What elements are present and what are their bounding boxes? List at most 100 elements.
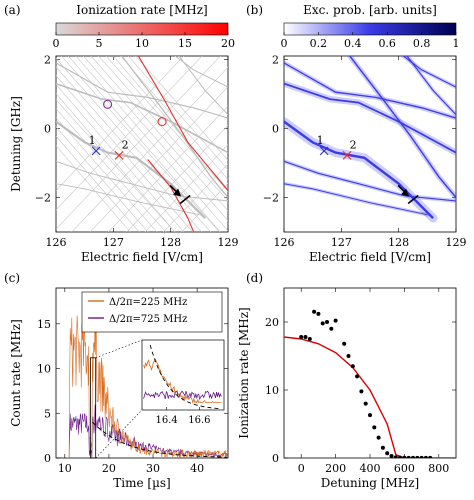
data-point	[415, 455, 420, 458]
x-tick-label: 129	[446, 236, 467, 249]
y-axis-label: Ionization rate [MHz]	[237, 307, 251, 439]
data-point	[402, 455, 407, 458]
y-axis-label: Count rate [MHz]	[9, 319, 23, 427]
legend	[81, 291, 223, 333]
y-tick-label: −2	[263, 191, 279, 204]
data-point	[350, 364, 355, 369]
data-point	[385, 451, 390, 456]
inset-trace	[143, 390, 222, 401]
colorbar-tick-label: 20	[221, 37, 235, 50]
x-tick-label: 600	[394, 462, 415, 475]
x-tick-label: 129	[218, 236, 239, 249]
state-line	[56, 56, 203, 211]
state-line	[284, 120, 434, 220]
data-point	[312, 309, 317, 314]
y-tick-label: 10	[265, 384, 279, 397]
colorbar	[283, 22, 457, 36]
state-line	[56, 75, 194, 232]
state-line	[67, 56, 221, 232]
inset-fit	[149, 344, 221, 410]
state-line	[284, 62, 456, 119]
y-tick-label: 2	[272, 53, 279, 66]
state-lines	[284, 56, 456, 223]
marker-1	[91, 146, 101, 156]
trace-line	[67, 309, 228, 458]
data-point	[376, 435, 381, 440]
scatter-group	[284, 309, 456, 458]
state-line	[56, 84, 185, 232]
state-line	[126, 124, 228, 232]
panel-label: (a)	[4, 3, 21, 17]
y-tick-label: 10	[37, 363, 51, 376]
data-point	[423, 455, 428, 458]
marker-2	[342, 150, 352, 160]
state-line	[90, 56, 228, 212]
zoom-connector	[95, 339, 143, 359]
bar-mark	[179, 194, 191, 205]
colorbar-tick-label: 5	[96, 37, 103, 50]
x-tick-label: 128	[388, 236, 409, 249]
state-line	[120, 56, 228, 180]
marker-label: 2	[122, 138, 129, 151]
x-axis-label: Time [µs]	[113, 476, 170, 490]
data-point	[406, 455, 411, 458]
data-point	[355, 374, 360, 379]
state-line	[56, 117, 158, 232]
state-line	[56, 120, 206, 219]
bar-mark	[407, 194, 419, 205]
x-tick-label: 126	[46, 236, 67, 249]
ionizing-line	[137, 56, 228, 191]
legend-entry: Δ/2π=225 MHz	[109, 297, 187, 308]
marker-label: 2	[350, 138, 357, 151]
x-tick-label: 128	[160, 236, 181, 249]
state-line	[56, 126, 149, 232]
x-tick-label: 127	[331, 236, 352, 249]
y-tick-label: −2	[35, 191, 51, 204]
data-point	[398, 455, 403, 458]
colorbar-label: Exc. prob. [arb. units]	[303, 3, 437, 17]
state-line	[348, 56, 456, 198]
colorbar-tick-label: 15	[178, 37, 192, 50]
marker-label: 1	[89, 134, 96, 147]
data-point	[419, 455, 424, 458]
legend-entry: Δ/2π=725 MHz	[109, 314, 187, 325]
colorbar-tick-label: 0.8	[413, 37, 431, 50]
data-point	[363, 401, 368, 406]
state-line	[284, 183, 428, 216]
inset-tick-label: 16.4	[155, 415, 177, 426]
x-tick-label: 10	[58, 462, 72, 475]
arrow-head-icon	[401, 188, 410, 197]
y-tick-label: 0	[44, 122, 51, 135]
x-tick-label: 127	[103, 236, 124, 249]
x-tick-label: 200	[325, 462, 346, 475]
data-point	[307, 337, 312, 341]
state-line	[75, 56, 228, 232]
marker-1	[319, 146, 329, 156]
zoom-box	[90, 357, 97, 459]
plot-frame	[283, 55, 457, 233]
inset-tick-label: 16.6	[188, 415, 210, 426]
state-line	[105, 56, 228, 192]
data-point	[372, 425, 377, 430]
state-line	[98, 56, 228, 202]
colorbar-tick-label: 0	[281, 37, 288, 50]
plot-frame	[283, 287, 457, 459]
data-point	[299, 334, 304, 339]
colorbar-label: Ionization rate [MHz]	[76, 3, 208, 17]
fit-curve	[284, 336, 456, 458]
plot-frame	[55, 55, 229, 233]
state-line	[284, 160, 456, 202]
colorbar-tick-label: 0.6	[378, 37, 396, 50]
data-point	[342, 341, 347, 346]
y-axis-label: Detuning [GHz]	[9, 96, 23, 192]
colorbar-tick-label: 0.4	[344, 37, 362, 50]
traces	[67, 309, 228, 458]
x-axis-label: Electric field [V/cm]	[309, 250, 431, 264]
marker-2	[114, 150, 124, 160]
state-line	[56, 93, 176, 232]
y-tick-label: 0	[44, 452, 51, 465]
state-line	[402, 56, 456, 88]
data-point	[320, 321, 325, 326]
marker-label: 1	[317, 134, 324, 147]
